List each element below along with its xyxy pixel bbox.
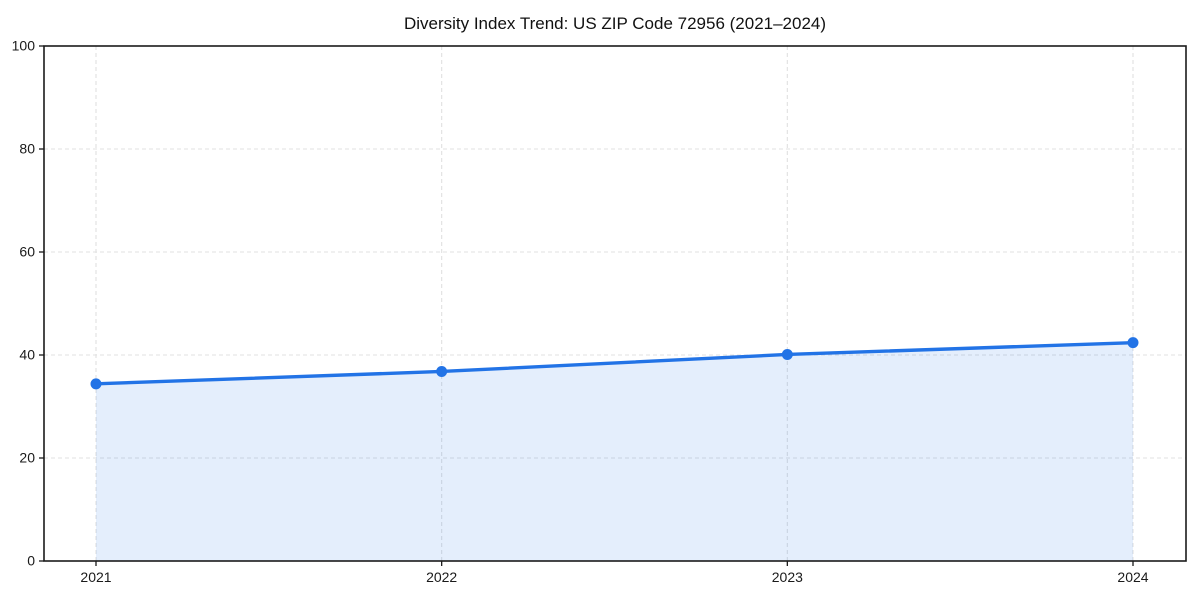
x-axis: 2021 2022 2023 2024 <box>80 561 1149 585</box>
data-point-2021 <box>90 378 102 390</box>
y-tick-label: 40 <box>19 347 35 363</box>
area-fill-layer <box>96 342 1133 561</box>
plot-border <box>43 45 1187 562</box>
chart-title: Diversity Index Trend: US ZIP Code 72956… <box>404 14 826 33</box>
line-series-layer <box>94 340 1135 386</box>
data-point-2024 <box>1127 337 1139 349</box>
trend-line <box>94 340 1135 386</box>
x-tick-label: 2021 <box>80 569 111 585</box>
y-tick-label: 80 <box>19 141 35 157</box>
y-tick-label: 0 <box>27 553 35 569</box>
y-tick-label: 60 <box>19 244 35 260</box>
data-point-2023 <box>781 348 793 360</box>
x-tick-label: 2024 <box>1117 569 1148 585</box>
gridlines <box>44 45 1186 562</box>
y-tick-label: 20 <box>19 450 35 466</box>
x-tick-label: 2022 <box>426 569 457 585</box>
data-points-layer <box>90 337 1139 390</box>
y-axis: 0 20 40 60 80 100 <box>12 38 44 569</box>
data-point-2022 <box>436 365 448 377</box>
area-fill-path <box>96 342 1133 561</box>
x-tick-label: 2023 <box>772 569 803 585</box>
y-tick-label: 100 <box>12 38 36 54</box>
